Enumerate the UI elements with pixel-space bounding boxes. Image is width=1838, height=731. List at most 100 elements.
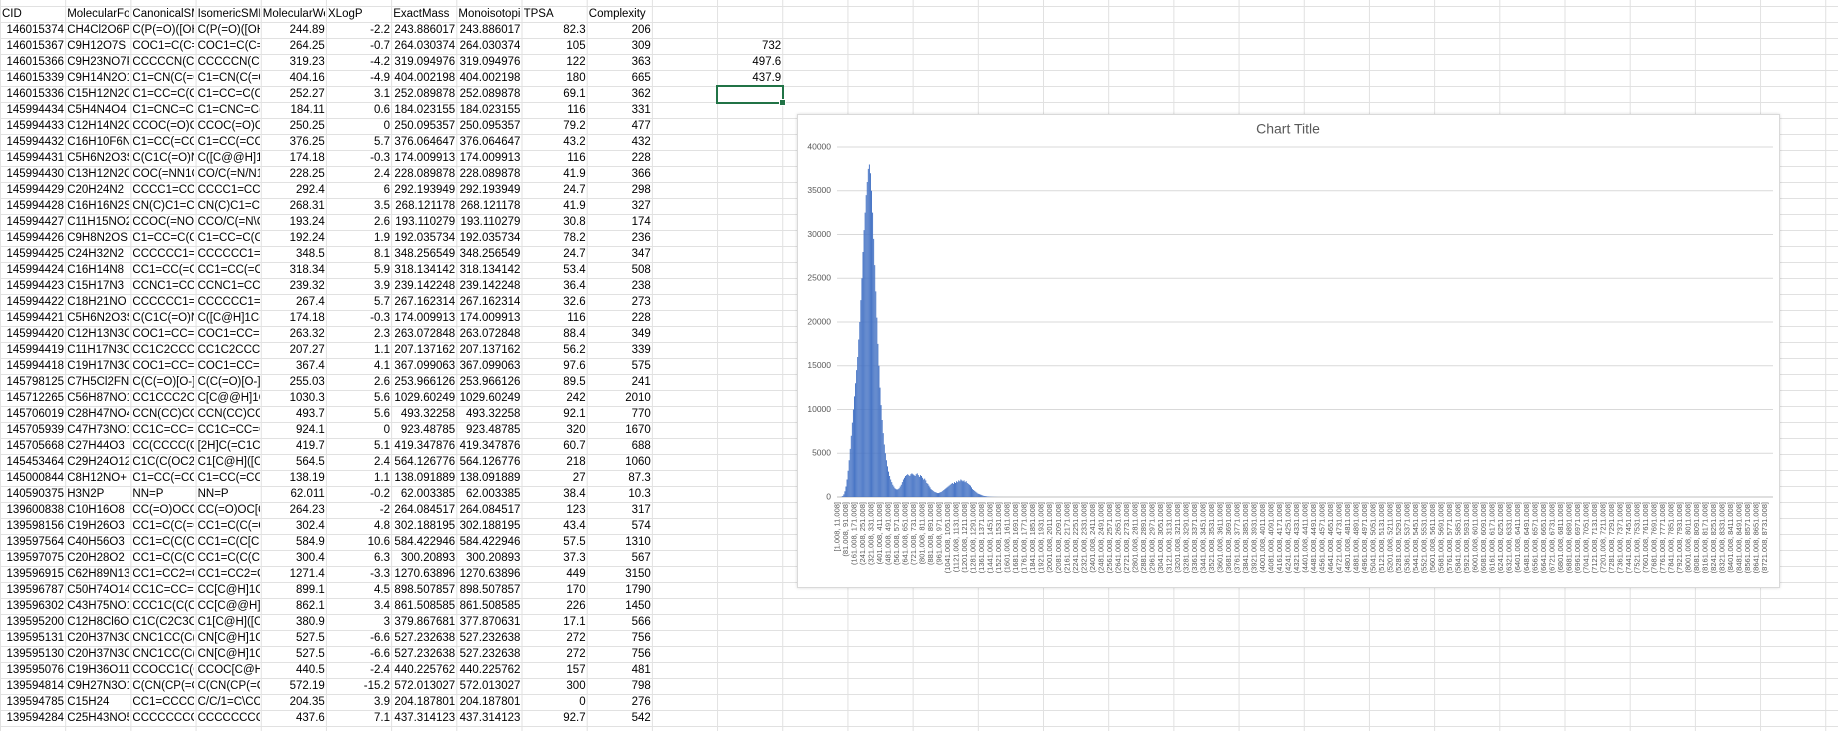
cell[interactable]: C1=CC=C(C=C — [197, 232, 260, 244]
cell[interactable]: C20H24N2 — [67, 184, 125, 196]
cell[interactable]: 255.03 — [289, 376, 325, 388]
cell[interactable]: 527.232638 — [459, 648, 521, 660]
cell[interactable]: 145994434 — [6, 104, 64, 116]
cell[interactable]: C9H23NO7P2 — [67, 56, 129, 68]
cell[interactable]: 57.5 — [563, 536, 586, 548]
cell[interactable]: C([C@@H]1C — [197, 152, 260, 164]
cell[interactable]: COC1=C(C=C( — [132, 40, 194, 52]
cell[interactable]: C(CN(CP(=O) — [197, 680, 260, 692]
cell[interactable]: C(CN(CP(=O) — [132, 680, 194, 692]
cell[interactable]: CCCCCN(C)CC — [132, 56, 195, 68]
cell[interactable]: 239.142248 — [459, 280, 521, 292]
cell[interactable]: 309 — [631, 40, 651, 52]
cell[interactable]: 145994420 — [6, 328, 64, 340]
cell[interactable]: CC1=C(C(=O) — [132, 520, 194, 532]
cell[interactable]: C24H32N2 — [67, 248, 125, 260]
selected-cell[interactable] — [716, 85, 784, 104]
cell[interactable]: C1=CN(C(=O) — [132, 72, 194, 84]
cell[interactable]: 204.187801 — [459, 696, 521, 708]
cell[interactable]: CCCCCC1=CC= — [197, 296, 260, 308]
cell[interactable]: 0 — [383, 120, 390, 132]
cell[interactable]: 1.1 — [374, 472, 390, 484]
cell[interactable]: 348.256549 — [459, 248, 521, 260]
cell[interactable]: XLogP — [328, 8, 363, 20]
cell[interactable]: 432 — [631, 136, 651, 148]
cell[interactable]: Complexity — [588, 8, 646, 20]
cell[interactable]: CC[C@H]1C= — [197, 584, 260, 596]
cell[interactable]: 139597564 — [6, 536, 64, 548]
cell[interactable]: 264.25 — [289, 40, 325, 52]
cell[interactable]: MolecularWe — [262, 8, 325, 20]
cell[interactable]: NN=P — [132, 488, 164, 500]
cell[interactable]: 1029.60249 — [459, 392, 521, 404]
cell[interactable]: 145994430 — [6, 168, 64, 180]
cell[interactable]: 239.142248 — [394, 280, 456, 292]
cell[interactable]: C1=CC=C(C=C — [132, 232, 195, 244]
cell[interactable]: 5.9 — [374, 264, 390, 276]
cell[interactable]: 263.072848 — [459, 328, 521, 340]
cell[interactable]: C10H16O8 — [67, 504, 125, 516]
cell[interactable]: 440.225762 — [459, 664, 521, 676]
cell[interactable]: -3.3 — [370, 568, 390, 580]
cell[interactable]: 923.48785 — [400, 424, 456, 436]
cell[interactable]: IsomericSMI — [197, 8, 260, 20]
cell[interactable]: 145705668 — [6, 440, 64, 452]
cell[interactable]: 268.121178 — [395, 200, 456, 212]
cell[interactable]: 105 — [566, 40, 586, 52]
cell[interactable]: CCCCCC1=CC= — [197, 248, 260, 260]
cell[interactable]: C12H8Cl6O — [67, 616, 130, 628]
cell[interactable]: 174 — [631, 216, 651, 228]
cell[interactable]: 404.16 — [289, 72, 325, 84]
cell[interactable]: 82.3 — [563, 24, 586, 36]
cell[interactable]: C1=CC(=CC=C — [197, 136, 260, 148]
cell[interactable]: 62.003385 — [466, 488, 521, 500]
cell[interactable]: 243.886017 — [459, 24, 521, 36]
cell[interactable]: 218 — [566, 456, 586, 468]
cell[interactable]: C11H15NO2 — [67, 216, 130, 228]
cell[interactable]: 688 — [631, 440, 651, 452]
cell[interactable]: CCOC(=NOC( — [132, 216, 195, 228]
cell[interactable]: 174.009913 — [394, 152, 456, 164]
cell[interactable]: 228.25 — [289, 168, 325, 180]
cell[interactable]: C5H6N2O3S — [67, 152, 130, 164]
cell[interactable]: -0.3 — [370, 152, 390, 164]
cell[interactable]: 264.030374 — [459, 40, 521, 52]
cell[interactable]: COC1=C(C=C( — [197, 40, 260, 52]
cell[interactable]: 252.27 — [289, 88, 325, 100]
cell[interactable]: 228 — [631, 152, 651, 164]
cell[interactable]: -2.2 — [370, 24, 390, 36]
cell[interactable]: CC1C=CC=CC= — [197, 424, 260, 436]
cell[interactable]: 78.2 — [563, 232, 586, 244]
cell[interactable]: CC(=O)OC[C@ — [197, 504, 260, 516]
cell[interactable]: 145000844 — [6, 472, 64, 484]
cell[interactable]: 1270.63896 — [394, 568, 456, 580]
cell[interactable]: 924.1 — [296, 424, 325, 436]
cell[interactable]: 92.7 — [563, 712, 586, 724]
chart[interactable]: Chart Title 0 5000 10000 15000 20000 25000 300… — [797, 114, 1780, 588]
cell[interactable]: 139594814 — [6, 680, 64, 692]
cell[interactable]: 184.11 — [290, 104, 325, 116]
cell[interactable]: 264.23 — [289, 504, 325, 516]
cell[interactable]: 292.4 — [296, 184, 325, 196]
cell[interactable]: 302.188195 — [394, 520, 456, 532]
cell[interactable]: 253.966126 — [394, 376, 456, 388]
cell[interactable]: 38.4 — [563, 488, 586, 500]
cell[interactable]: C19H36O11 — [67, 664, 130, 676]
cell[interactable]: 226 — [566, 600, 586, 612]
cell[interactable]: C1=CC=C(C=C — [197, 88, 260, 100]
cell[interactable]: 8.1 — [374, 248, 390, 260]
cell[interactable]: CC(CCCC(C)( — [132, 440, 195, 452]
cell[interactable]: CNC1CC(C(C( — [132, 648, 194, 660]
cell[interactable]: CO/C(=N/N1 — [197, 168, 260, 180]
cell[interactable]: 566 — [631, 616, 651, 628]
cell[interactable]: 138.19 — [289, 472, 325, 484]
cell[interactable]: 376.064647 — [459, 136, 521, 148]
cell[interactable]: C28H47NO4S — [67, 408, 129, 420]
cell[interactable]: 180 — [566, 72, 586, 84]
cell[interactable]: 145994425 — [6, 248, 64, 260]
cell[interactable]: C27H44O3 — [67, 440, 125, 452]
cell[interactable]: 145705939 — [6, 424, 64, 436]
cell[interactable]: 1450 — [625, 600, 651, 612]
cell[interactable]: 339 — [631, 344, 651, 356]
cell[interactable]: 89.5 — [563, 376, 586, 388]
